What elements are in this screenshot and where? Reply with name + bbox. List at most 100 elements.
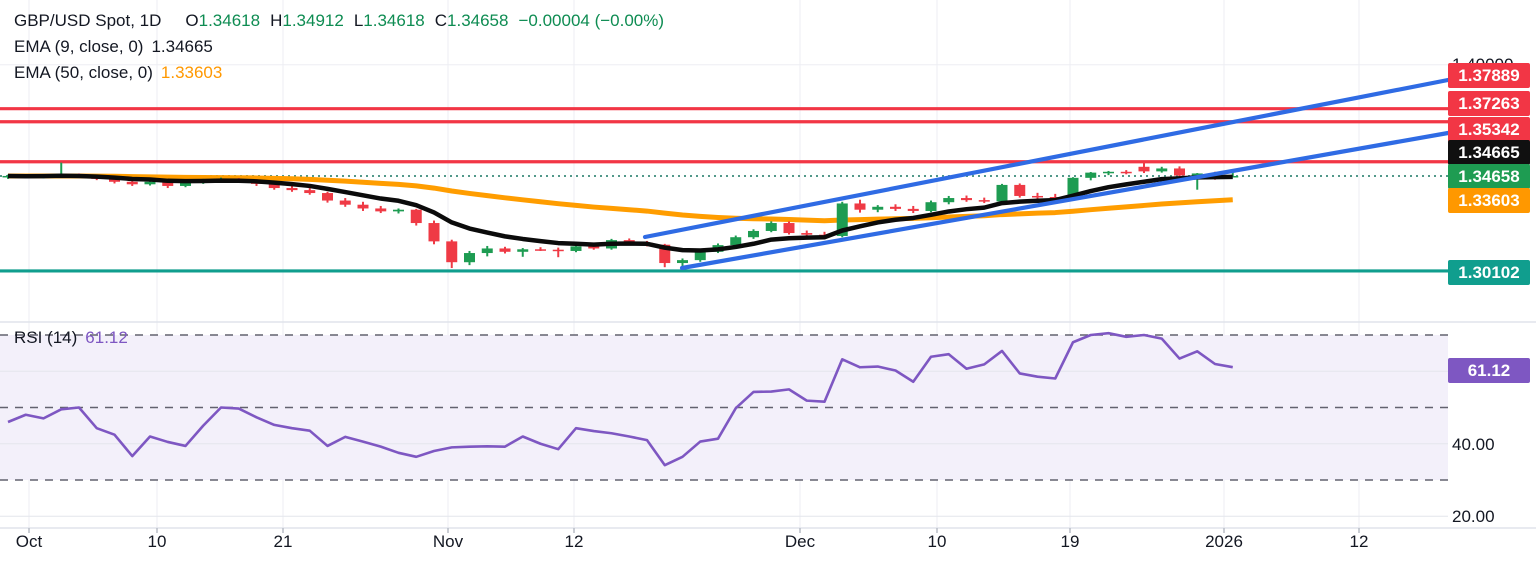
candle-body-up	[1085, 172, 1097, 178]
price-badge: 1.33603	[1448, 187, 1530, 213]
candle-body-up	[836, 203, 848, 236]
ema9-line[interactable]	[7, 173, 1233, 253]
candle-body-down	[126, 181, 138, 185]
candle-body-down	[268, 183, 280, 189]
ohlc-key: O	[185, 11, 199, 30]
ema50-line[interactable]	[7, 173, 1233, 224]
candle-body-up	[180, 182, 191, 186]
trend-channel-line[interactable]	[642, 77, 1451, 240]
price-axis-label: 40.00	[1452, 435, 1495, 454]
candle-body-down	[428, 223, 440, 242]
symbol-legend: GBP/USD Spot, 1D O1.34618 H1.34912 L1.34618…	[14, 8, 664, 86]
candle-body-down	[801, 233, 813, 235]
candle-body-up	[570, 246, 582, 251]
candle-body-down	[552, 249, 564, 252]
ohlc-val: 1.34618	[363, 11, 425, 30]
trend-channel-line[interactable]	[679, 130, 1451, 271]
candle-body-down	[907, 208, 919, 211]
candle-body-down	[109, 178, 120, 182]
candle-body-up	[144, 181, 156, 185]
candle-body-up	[925, 202, 937, 211]
candle-body-up	[1103, 171, 1114, 174]
time-axis-label: Oct	[15, 532, 43, 551]
candle-body-down	[357, 204, 369, 209]
candle-body-up	[694, 251, 706, 261]
price-badge: 1.37263	[1448, 90, 1530, 116]
candle-body-up	[943, 198, 955, 203]
ohlc-val: 1.34658	[447, 11, 509, 30]
candle-body-down	[499, 248, 511, 252]
ema9-value: 1.34665	[151, 37, 213, 56]
candle-body-up	[765, 223, 777, 231]
candle-body-down	[1032, 195, 1043, 198]
time-axis-label: 2026	[1205, 532, 1243, 551]
ohlc-val: 1.34618	[198, 11, 261, 30]
candle-body-down	[1138, 166, 1150, 172]
candle-body-down	[854, 203, 866, 210]
candle-body-down	[322, 193, 333, 201]
candle-body-up	[464, 253, 475, 263]
rsi-label: RSI (14)	[14, 328, 78, 347]
candle-body-down	[588, 246, 600, 249]
time-axis-label: 10	[927, 532, 947, 551]
candle-body-up	[872, 206, 884, 210]
candle-body-down	[535, 249, 546, 251]
time-axis-label: Dec	[784, 532, 816, 551]
candle-body-down	[339, 200, 351, 205]
candle-body-down	[659, 244, 671, 264]
time-axis-label: Nov	[432, 532, 464, 551]
price-badge: 1.34665	[1448, 139, 1530, 165]
ema9-row[interactable]: EMA (9, close, 0) 1.34665	[14, 34, 664, 60]
candle-body-down	[286, 188, 298, 191]
candle-body-up	[393, 209, 404, 212]
ema9-label: EMA (9, close, 0)	[14, 37, 144, 56]
candle-body-down	[162, 181, 174, 186]
change-value: −0.00004 (−0.00%)	[518, 11, 665, 30]
price-badge: 61.12	[1448, 357, 1530, 383]
symbol-title[interactable]: GBP/USD Spot, 1D	[14, 11, 162, 30]
rsi-legend[interactable]: RSI (14) 61.12	[14, 328, 128, 348]
candle-body-up	[1067, 177, 1079, 198]
candle-body-down	[446, 241, 458, 263]
ema50-label: EMA (50, close, 0)	[14, 63, 153, 82]
candle-body-up	[1191, 173, 1203, 176]
ema50-row[interactable]: EMA (50, close, 0) 1.33603	[14, 60, 664, 86]
price-axis-label: 20.00	[1452, 507, 1495, 526]
price-badge: 1.37889	[1448, 62, 1530, 88]
candle-body-up	[1227, 176, 1239, 178]
rsi-value: 61.12	[85, 328, 128, 347]
ema50-value: 1.33603	[160, 63, 223, 82]
ohlc-val: 1.34912	[282, 11, 344, 30]
candle-body-down	[410, 209, 422, 224]
time-axis-label: 10	[147, 532, 167, 551]
candle-body-up	[517, 249, 529, 252]
candle-body-down	[890, 206, 901, 209]
time-axis-label: 21	[273, 532, 293, 551]
price-badge: 1.30102	[1448, 259, 1530, 285]
candle-body-down	[1049, 197, 1061, 199]
ohlc-key: H	[270, 11, 283, 30]
candle-body-down	[961, 198, 972, 201]
symbol-row[interactable]: GBP/USD Spot, 1D O1.34618 H1.34912 L1.34618…	[14, 8, 664, 34]
candle-body-down	[783, 223, 795, 234]
time-axis-label: 12	[1349, 532, 1369, 551]
candle-body-down	[1120, 171, 1132, 174]
ohlc-key: L	[353, 11, 364, 30]
candle-body-up	[1156, 168, 1168, 172]
candle-body-up	[730, 237, 742, 246]
candle-body-up	[677, 260, 688, 264]
candle-body-up	[996, 184, 1008, 202]
candle-body-up	[481, 248, 493, 254]
time-axis-label: 19	[1060, 532, 1080, 551]
rsi-line[interactable]	[7, 331, 1233, 467]
price-badge: 1.34658	[1448, 163, 1530, 189]
time-axis-label: 12	[564, 532, 584, 551]
candle-body-down	[1174, 168, 1185, 176]
ohlc-values: O1.34618 H1.34912 L1.34618 C1.34658	[175, 11, 508, 30]
ohlc-key: C	[434, 11, 448, 30]
price-badge: 1.35342	[1448, 116, 1530, 142]
candle-body-down	[978, 200, 990, 202]
candle-body-down	[375, 208, 387, 212]
